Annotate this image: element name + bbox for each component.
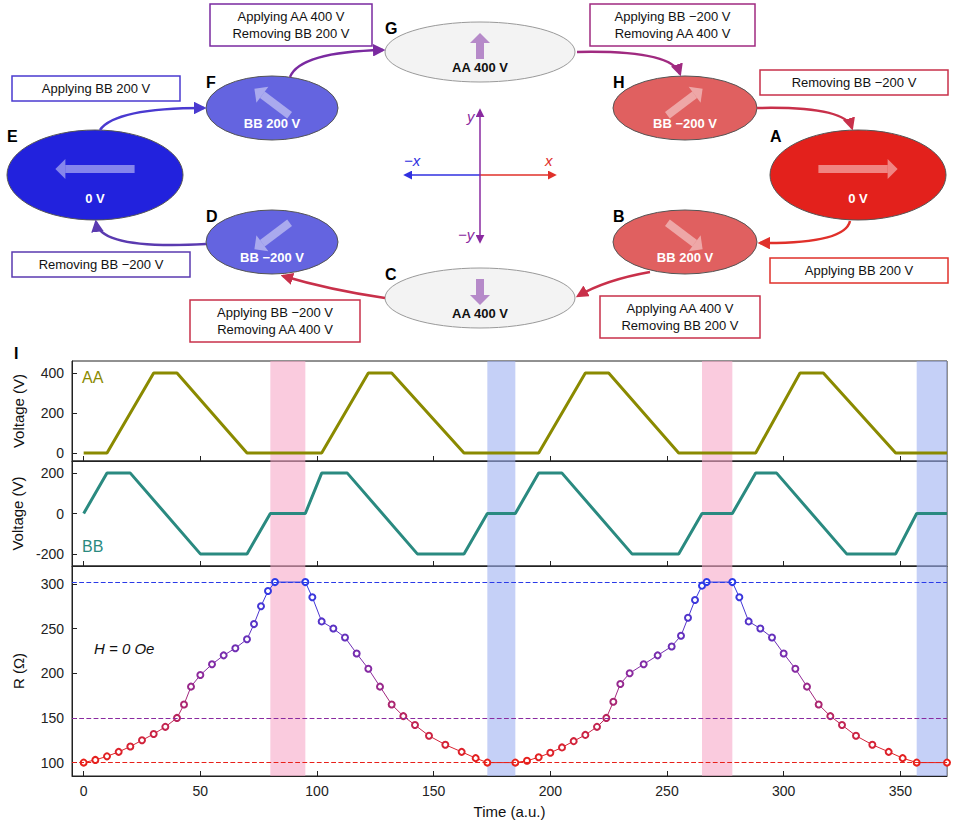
svg-text:G: G (385, 20, 397, 37)
svg-text:Applying AA 400 V: Applying AA 400 V (238, 9, 345, 24)
svg-text:350: 350 (889, 783, 913, 799)
svg-text:Removing AA 400 V: Removing AA 400 V (615, 26, 731, 41)
svg-text:−y: −y (458, 226, 476, 243)
svg-text:300: 300 (41, 576, 65, 592)
svg-text:0: 0 (80, 783, 88, 799)
svg-text:BB 200 V: BB 200 V (657, 250, 714, 265)
svg-text:Voltage (V): Voltage (V) (9, 476, 26, 550)
svg-text:300: 300 (772, 783, 796, 799)
svg-text:Removing BB −200 V: Removing BB −200 V (39, 257, 164, 272)
svg-text:Applying BB 200 V: Applying BB 200 V (805, 263, 914, 278)
svg-text:BB 200 V: BB 200 V (244, 116, 301, 131)
svg-text:BB: BB (82, 538, 103, 555)
svg-text:R (Ω): R (Ω) (10, 653, 27, 689)
svg-text:I: I (14, 345, 18, 362)
svg-text:H = 0 Oe: H = 0 Oe (94, 640, 154, 657)
svg-text:AA 400 V: AA 400 V (452, 306, 508, 321)
svg-text:250: 250 (41, 621, 65, 637)
svg-text:Applying BB −200 V: Applying BB −200 V (615, 9, 731, 24)
svg-text:D: D (206, 208, 218, 225)
svg-text:C: C (385, 266, 397, 283)
svg-text:0 V: 0 V (85, 191, 105, 206)
svg-text:Voltage (V): Voltage (V) (10, 374, 27, 448)
svg-text:AA 400 V: AA 400 V (452, 60, 508, 75)
svg-text:−x: −x (404, 152, 421, 169)
svg-text:Time (a.u.): Time (a.u.) (474, 803, 546, 820)
svg-text:Removing BB 200 V: Removing BB 200 V (621, 318, 738, 333)
svg-text:x: x (544, 152, 553, 169)
svg-text:250: 250 (655, 783, 679, 799)
svg-text:-200: -200 (36, 546, 64, 562)
svg-text:BB −200 V: BB −200 V (653, 116, 717, 131)
svg-text:50: 50 (193, 783, 209, 799)
svg-text:Applying BB 200 V: Applying BB 200 V (42, 81, 151, 96)
svg-text:Removing BB −200 V: Removing BB −200 V (792, 75, 917, 90)
svg-text:0 V: 0 V (848, 191, 868, 206)
svg-text:150: 150 (41, 710, 65, 726)
svg-text:F: F (206, 74, 216, 91)
svg-text:Removing BB 200 V: Removing BB 200 V (232, 26, 349, 41)
svg-text:200: 200 (41, 465, 65, 481)
svg-text:150: 150 (422, 783, 446, 799)
svg-text:100: 100 (305, 783, 329, 799)
svg-text:0: 0 (56, 445, 64, 461)
svg-text:200: 200 (41, 665, 65, 681)
svg-text:B: B (613, 208, 625, 225)
svg-text:100: 100 (41, 755, 65, 771)
svg-text:BB −200 V: BB −200 V (240, 250, 304, 265)
svg-text:200: 200 (539, 783, 563, 799)
svg-text:y: y (466, 108, 476, 125)
svg-text:A: A (770, 128, 782, 145)
svg-text:Removing AA 400 V: Removing AA 400 V (217, 322, 333, 337)
svg-text:200: 200 (41, 405, 65, 421)
svg-text:E: E (7, 128, 18, 145)
svg-text:Applying AA 400 V: Applying AA 400 V (627, 301, 734, 316)
svg-text:H: H (613, 74, 625, 91)
svg-text:AA: AA (82, 369, 104, 386)
svg-text:Applying BB −200 V: Applying BB −200 V (217, 305, 333, 320)
svg-text:400: 400 (41, 365, 65, 381)
svg-text:0: 0 (56, 506, 64, 522)
